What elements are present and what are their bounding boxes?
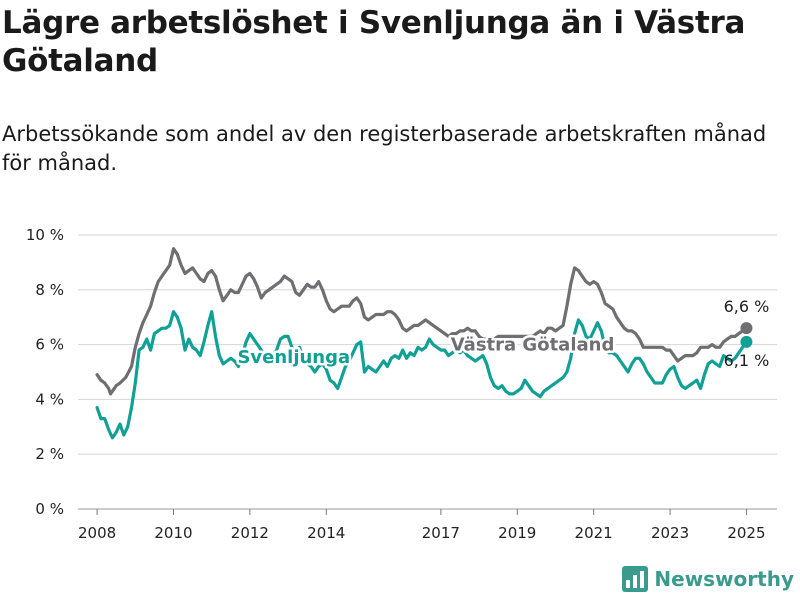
x-tick-label: 2014: [307, 524, 345, 542]
x-tick-label: 2010: [154, 524, 192, 542]
y-tick-label: 10 %: [26, 226, 64, 244]
end-marker: [740, 335, 753, 348]
y-tick-label: 2 %: [35, 445, 64, 463]
series-label: Svenljunga: [237, 347, 350, 368]
series-lines: [95, 247, 748, 440]
end-marker: [740, 322, 753, 335]
series-labels: Svenljunga Västra Götaland: [235, 332, 617, 370]
x-tick-label: 2023: [651, 524, 689, 542]
series-line-svenljunga: [95, 310, 748, 440]
chart-title: Lägre arbetslöshet i Svenljunga än i Väs…: [2, 5, 746, 79]
chart-subtitle: Arbetssökande som andel av den registerb…: [2, 122, 767, 175]
end-value-label: 6,1 %: [724, 351, 770, 370]
x-tick-label: 2019: [498, 524, 536, 542]
x-tick-label: 2021: [575, 524, 613, 542]
y-tick-label: 4 %: [35, 390, 64, 408]
end-markers: 6,6 % 6,1 %: [724, 297, 770, 370]
y-tick-label: 6 %: [35, 336, 64, 354]
grid-lines: [78, 234, 777, 510]
x-tick-label: 2008: [78, 524, 116, 542]
x-tick-label: 2025: [727, 524, 765, 542]
newsworthy-brand: Newsworthy: [622, 566, 794, 592]
y-tick-label: 8 %: [35, 281, 64, 299]
y-axis-ticks: 0 % 2 % 4 % 6 % 8 % 10 %: [26, 226, 64, 518]
x-axis: 2008 2010 2012 2014 2017 2019 2021 2023 2025: [78, 509, 766, 542]
y-tick-label: 0 %: [35, 500, 64, 518]
x-tick-label: 2017: [422, 524, 460, 542]
x-tick-label: 2012: [231, 524, 269, 542]
series-line-v-stra-g-taland: [95, 247, 748, 396]
series-label: Västra Götaland: [451, 335, 615, 356]
brand-name: Newsworthy: [654, 567, 794, 591]
newsworthy-logo-icon: [622, 566, 649, 592]
end-value-label: 6,6 %: [724, 297, 770, 316]
